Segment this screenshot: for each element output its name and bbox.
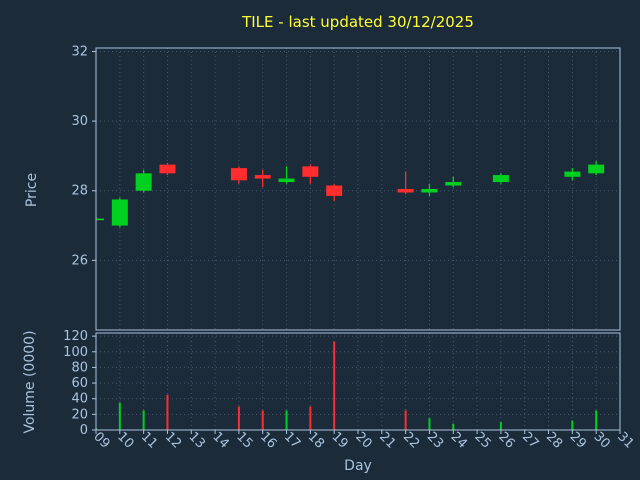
x-tick-label: 29 [567, 429, 589, 451]
x-tick-label: 26 [495, 429, 517, 451]
candle-body [492, 175, 509, 183]
volume-tick-label: 20 [71, 407, 88, 422]
x-tick-label: 20 [352, 429, 374, 451]
x-tick-label: 22 [400, 429, 422, 451]
x-tick-label: 12 [162, 429, 184, 451]
price-axes-border [95, 47, 621, 331]
candle-body [397, 189, 414, 193]
candle-body [159, 164, 176, 174]
x-tick-label: 18 [305, 429, 327, 451]
price-tick-label: 30 [71, 114, 88, 129]
gridlines [95, 48, 621, 431]
candle-body [302, 166, 319, 177]
x-tick-label: 30 [591, 429, 613, 451]
volume-tick-label: 120 [63, 329, 88, 344]
x-tick-label: 11 [138, 429, 160, 451]
x-tick-label: 23 [424, 429, 446, 451]
x-tick-label: 09 [90, 429, 112, 451]
x-tick-label: 19 [329, 429, 351, 451]
x-tick-label: 27 [519, 429, 541, 451]
tick-marks [92, 50, 621, 434]
x-axis-label: Day [344, 458, 372, 474]
volume-tick-label: 60 [71, 376, 88, 391]
candle-body [564, 171, 581, 177]
x-tick-label: 31 [614, 429, 636, 451]
volume-tick-label: 40 [71, 392, 88, 407]
candle-body [588, 164, 605, 174]
chart-title: TILE - last updated 30/12/2025 [242, 13, 474, 31]
price-tick-label: 26 [71, 253, 88, 268]
candlesticks [96, 161, 605, 228]
candle-body [230, 168, 247, 181]
price-tick-label: 32 [71, 44, 88, 59]
volume-bars [96, 341, 598, 430]
candle-body [135, 173, 152, 191]
x-tick-label: 14 [209, 429, 231, 451]
x-tick-label: 28 [543, 429, 565, 451]
candle-body [421, 189, 438, 193]
x-tick-label: 17 [281, 429, 303, 451]
candle-body [445, 182, 462, 186]
candle-body [111, 199, 128, 226]
x-tick-label: 16 [257, 429, 279, 451]
x-tick-label: 21 [376, 429, 398, 451]
candle-body [278, 178, 295, 183]
volume-tick-label: 0 [80, 423, 88, 438]
candle-body [326, 185, 343, 196]
x-tick-label: 15 [233, 429, 255, 451]
x-tick-label: 25 [471, 429, 493, 451]
x-tick-label: 24 [448, 429, 470, 451]
x-tick-label: 13 [186, 429, 208, 451]
price-tick-label: 28 [71, 184, 88, 199]
volume-tick-label: 80 [71, 360, 88, 375]
candle-body [96, 218, 104, 221]
x-tick-label: 10 [114, 429, 136, 451]
volume-tick-label: 100 [63, 345, 88, 360]
candle-body [254, 175, 271, 179]
